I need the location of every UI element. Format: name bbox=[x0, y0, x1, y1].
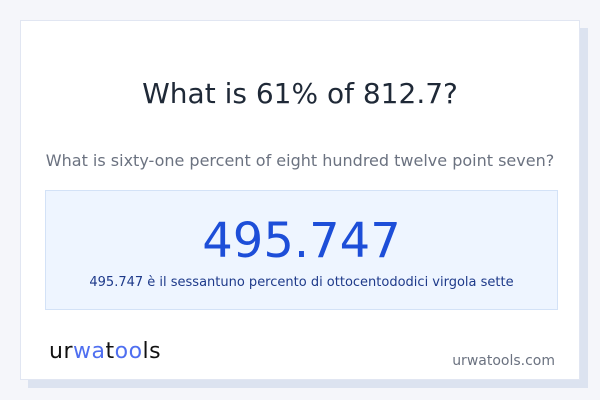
site-link[interactable]: urwatools.com bbox=[452, 353, 555, 369]
result-box: 495.747 495.747 è il sessantuno percento… bbox=[45, 190, 558, 310]
urwatools-logo[interactable]: urwatools bbox=[49, 339, 162, 364]
result-card: What is 61% of 812.7? What is sixty-one … bbox=[20, 20, 580, 380]
result-description: 495.747 è il sessantuno percento di otto… bbox=[89, 275, 514, 290]
page-subtitle: What is sixty-one percent of eight hundr… bbox=[45, 151, 555, 170]
page-title: What is 61% of 812.7? bbox=[142, 77, 458, 110]
result-value: 495.747 bbox=[202, 213, 401, 269]
